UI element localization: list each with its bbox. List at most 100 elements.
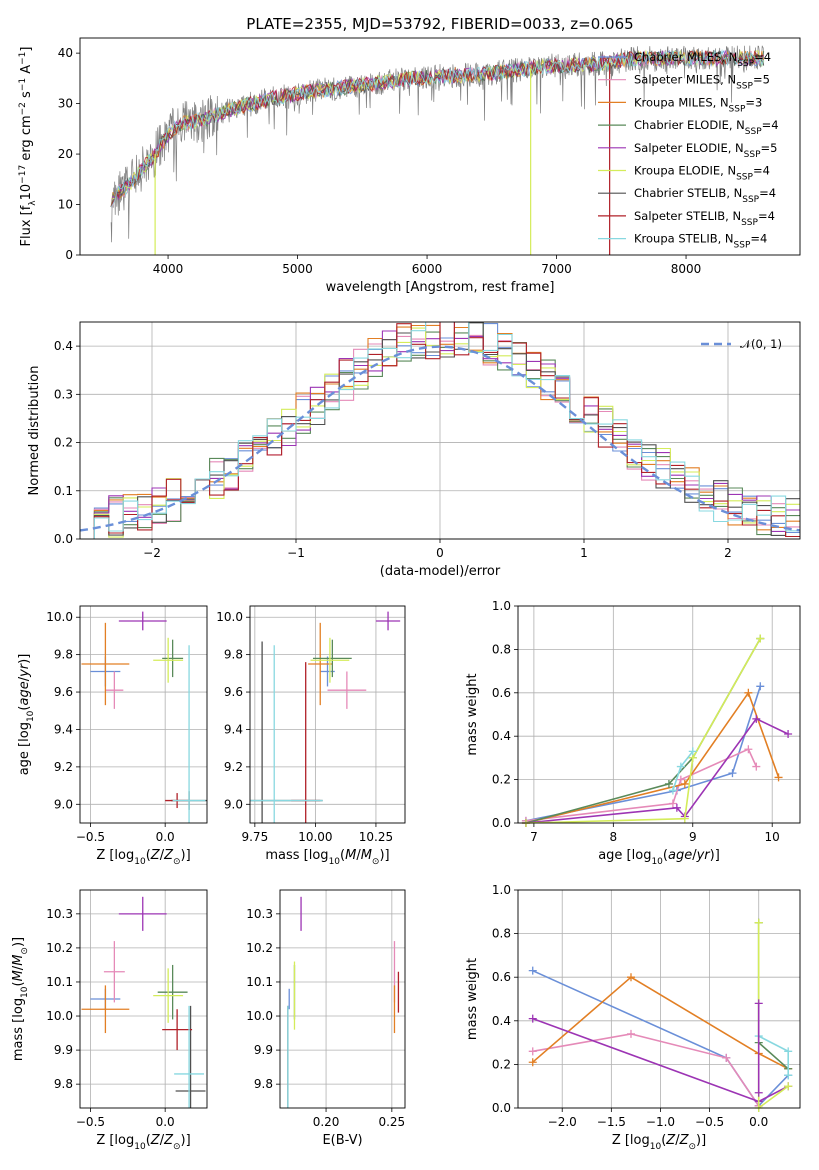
label-part: )] xyxy=(181,848,191,863)
label-part: )] xyxy=(181,1133,191,1148)
series-marker xyxy=(744,688,753,697)
label-part: )] xyxy=(11,937,26,947)
series-marker xyxy=(722,1053,731,1062)
spectrum-axes: 4000 5000 6000 7000 8000 0 10 20 30 40 xyxy=(58,46,702,276)
x-tick-label: 2 xyxy=(724,546,732,560)
label-part: SSP xyxy=(745,127,762,137)
label-part: )] xyxy=(710,848,720,863)
legend-label: Kroupa STELIB, NSSP=4 xyxy=(634,232,767,251)
y-tick-label: 0 xyxy=(65,248,73,262)
label-part: / xyxy=(160,848,165,863)
label-part: ( xyxy=(146,1133,151,1148)
y-tick-label: 10.0 xyxy=(46,610,73,624)
x-tick-label: 0.0 xyxy=(156,830,175,844)
x-tick-label: 10.00 xyxy=(298,830,332,844)
series-marker xyxy=(528,966,537,975)
y-tick-label: 10.0 xyxy=(246,1009,273,1023)
y-axis-label: mass weight xyxy=(465,958,480,1040)
y-tick-label: 10.1 xyxy=(46,975,73,989)
x-axis-label: Z [log10(Z/Z⊙)] xyxy=(96,1133,190,1152)
y-tick-label: 20 xyxy=(58,147,73,161)
label-part: Chabrier MILES, N xyxy=(634,50,737,64)
label-part: Z [log xyxy=(612,1133,650,1148)
label-part: Z xyxy=(665,1133,676,1148)
series-marker xyxy=(784,1071,793,1080)
label-part: −2 xyxy=(18,102,28,115)
mass_weight_vs_age-lines xyxy=(521,634,793,827)
mass_weight_vs_Z-grid xyxy=(518,889,800,1109)
residuals-frame xyxy=(79,321,801,540)
y-tick-label: 30 xyxy=(58,97,73,111)
histogram-lines xyxy=(80,322,800,539)
series-marker xyxy=(668,799,677,808)
y-tick-label: 0.8 xyxy=(492,642,511,656)
x-axis-label: mass [log10(M/M⊙)] xyxy=(265,848,389,867)
label-part: ⊙ xyxy=(173,1142,181,1152)
series-marker xyxy=(754,1088,763,1097)
y-tick-label: 9.8 xyxy=(224,648,243,662)
series-marker xyxy=(528,1047,537,1056)
label-part: =4 xyxy=(754,50,771,64)
x-tick-label: 8000 xyxy=(671,262,702,276)
series-line xyxy=(525,638,761,824)
label-part: SSP xyxy=(737,59,754,69)
label-part: ( xyxy=(17,706,32,711)
x-tick-label: 10.25 xyxy=(359,830,393,844)
legend-label: Salpeter ELODIE, NSSP=5 xyxy=(634,141,777,160)
y-tick-label: 9.8 xyxy=(254,1077,273,1091)
label-part: M xyxy=(11,955,26,966)
y-tick-label: 0.1 xyxy=(54,484,73,498)
x-tick-label: 7 xyxy=(530,830,538,844)
label-part: λ xyxy=(28,200,38,206)
series-line xyxy=(525,691,780,824)
legend-label: Salpeter MILES, NSSP=5 xyxy=(634,73,770,92)
y-tick-label: 10.1 xyxy=(246,975,273,989)
series-marker xyxy=(754,918,763,927)
label-part: A xyxy=(19,65,34,78)
label-part: 10 xyxy=(19,184,34,201)
label-part: Kroupa STELIB, N xyxy=(634,232,734,246)
x-tick-label: 0 xyxy=(436,546,444,560)
x-tick-label: −1 xyxy=(287,546,305,560)
label-part: SSP xyxy=(741,218,758,228)
y-tick-label: 0.4 xyxy=(492,729,511,743)
label-part: )] xyxy=(379,848,389,863)
series-marker xyxy=(676,762,685,771)
label-part: −1 xyxy=(18,78,28,91)
y-tick-label: 9.6 xyxy=(54,685,73,699)
mass_weight_vs_age-frame xyxy=(517,605,801,824)
x-tick-label: −0.5 xyxy=(76,830,105,844)
mass_vs_ebv-frame xyxy=(279,889,406,1109)
label-part: Z [log xyxy=(96,1133,134,1148)
x-tick-label: 9 xyxy=(689,830,697,844)
label-part: SSP xyxy=(736,82,753,92)
x-tick-label: 0.25 xyxy=(378,1115,405,1129)
series-marker xyxy=(528,1014,537,1023)
label-part: 10 xyxy=(134,857,146,867)
series-marker xyxy=(752,714,761,723)
x-tick-label: 0.20 xyxy=(313,1115,340,1129)
legend-label: Salpeter STELIB, NSSP=4 xyxy=(634,209,775,228)
label-part: wavelength [Angstrom, rest frame] xyxy=(326,280,555,295)
y-tick-label: 9.4 xyxy=(54,722,73,736)
x-axis-label: age [log10(age/yr)] xyxy=(598,848,720,867)
y-tick-label: 9.8 xyxy=(54,1077,73,1091)
label-part: yr xyxy=(696,848,712,863)
y-tick-label: 9.9 xyxy=(54,1043,73,1057)
series-marker xyxy=(784,1082,793,1091)
y-tick-label: 0.0 xyxy=(54,532,73,546)
y-tick-label: 1.0 xyxy=(492,883,511,897)
legend-label: 𝒩(0, 1) xyxy=(740,337,782,351)
age_vs_mass-axes: 9.75 10.00 10.25 9.0 9.2 9.4 9.6 9.8 10.0 xyxy=(216,606,405,844)
spectrum-frame xyxy=(79,37,801,256)
mass_vs_Z-frame xyxy=(79,889,208,1109)
mass_weight_vs_Z-frame xyxy=(517,889,801,1109)
y-axis-label: Flux [fλ10−17 erg cm−2 s−1 A−1] xyxy=(18,47,38,247)
y-tick-label: 9.2 xyxy=(224,760,243,774)
series-marker xyxy=(668,786,677,795)
x-axis-label: (data-model)/error xyxy=(380,564,501,579)
mass_vs_Z-axes: −0.5 0.0 9.8 9.9 10.0 10.1 10.2 10.3 xyxy=(46,890,207,1129)
label-part: age xyxy=(17,681,32,705)
label-part: ] xyxy=(19,47,34,52)
label-part: ⊙ xyxy=(20,947,30,955)
